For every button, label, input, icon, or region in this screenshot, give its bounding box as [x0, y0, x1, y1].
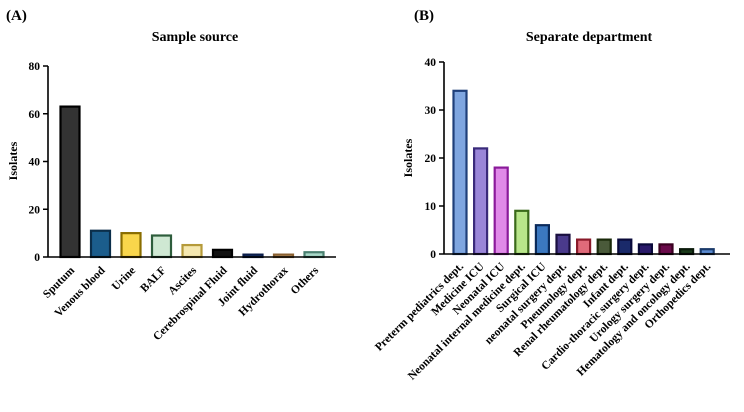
bar-neonatal-surgery-dept	[555, 233, 571, 256]
chart-a: (A) Sample source Isolates 0 20 40 60 80 Spu…	[6, 8, 336, 343]
panel-label-b: (B)	[414, 8, 434, 24]
bar-cardio-thoracic-surgery-dept	[637, 243, 654, 256]
bar-urine	[120, 232, 142, 259]
bar-infant-dept	[617, 238, 633, 256]
x-tick-label: BALF	[138, 265, 168, 295]
bar-sputum	[59, 105, 81, 259]
x-tick-label: Others	[289, 264, 322, 297]
bar-cerebrospinal-fluid	[211, 248, 234, 259]
bar-pneumology-dept	[575, 238, 592, 256]
chart-b-axes	[439, 61, 730, 255]
chart-a-axes	[43, 65, 336, 258]
chart-a-y-ticks: 0 20 40 60 80	[29, 61, 41, 264]
y-tick-label: 40	[425, 57, 437, 69]
chart-a-bars	[59, 105, 325, 259]
chart-b-x-labels: Preterm pediatrics dept.Medicine ICUNeon…	[373, 260, 713, 382]
x-tick-label: Urine	[110, 265, 138, 293]
chart-b: (B) Separate department Isolates 0 10 20 30…	[373, 8, 730, 383]
chart-b-y-ticks: 0 10 20 30 40	[425, 57, 437, 261]
bar-neonatal-internal-medicine-dept	[514, 209, 530, 256]
chart-b-title: Separate department	[526, 30, 653, 45]
bar-venous-blood	[89, 229, 112, 259]
y-tick-label: 20	[29, 204, 41, 216]
y-tick-label: 10	[425, 201, 437, 213]
y-tick-label: 40	[29, 157, 41, 169]
chart-b-y-axis-title: Isolates	[401, 138, 415, 177]
panel-label-a: (A)	[6, 8, 27, 24]
y-tick-label: 60	[29, 109, 41, 121]
bar-urology-surgery-dept	[658, 243, 674, 256]
bar-surgical-icu	[534, 224, 551, 256]
bar-medicine-icu	[473, 147, 489, 256]
chart-a-title: Sample source	[152, 30, 238, 45]
chart-a-y-axis-title: Isolates	[6, 141, 20, 180]
bar-neonatal-icu	[493, 166, 509, 256]
bar-ascites	[181, 243, 203, 259]
y-tick-label: 20	[425, 153, 437, 165]
y-tick-label: 0	[430, 249, 436, 261]
bar-preterm-pediatrics-dept	[452, 89, 468, 256]
y-tick-label: 80	[29, 61, 41, 73]
chart-b-bars	[452, 89, 715, 256]
bar-renal-rheumatology-dept	[596, 238, 612, 256]
y-tick-label: 0	[34, 252, 40, 264]
bar-balf	[150, 234, 173, 259]
y-tick-label: 30	[425, 105, 437, 117]
